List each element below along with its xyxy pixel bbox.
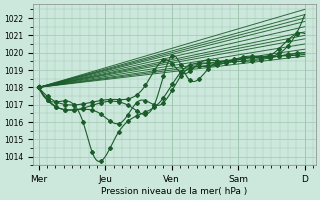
X-axis label: Pression niveau de la mer( hPa ): Pression niveau de la mer( hPa ) (101, 187, 248, 196)
